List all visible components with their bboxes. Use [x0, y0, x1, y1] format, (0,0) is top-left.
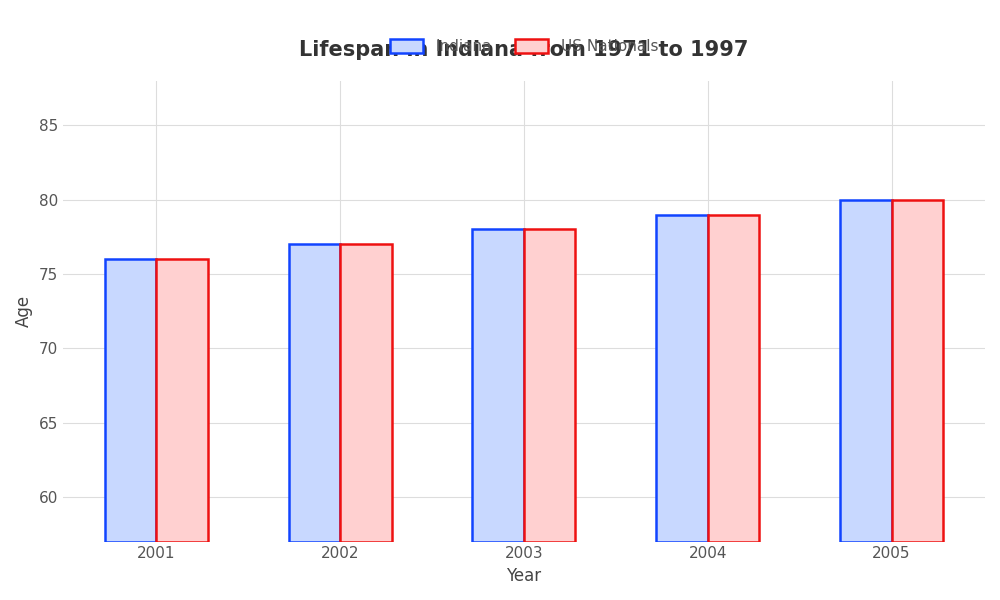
Bar [340, 244, 392, 542]
X-axis label: Year: Year [506, 567, 541, 585]
Bar [524, 229, 575, 542]
Bar [105, 259, 156, 542]
Y-axis label: Age: Age [15, 295, 33, 327]
Bar [656, 215, 708, 542]
Bar [472, 229, 524, 542]
Bar [708, 215, 759, 542]
Bar [156, 259, 208, 542]
Bar [892, 200, 943, 542]
Bar [289, 244, 340, 542]
Bar [840, 200, 892, 542]
Legend: Indiana, US Nationals: Indiana, US Nationals [383, 33, 664, 61]
Title: Lifespan in Indiana from 1971 to 1997: Lifespan in Indiana from 1971 to 1997 [299, 40, 749, 60]
